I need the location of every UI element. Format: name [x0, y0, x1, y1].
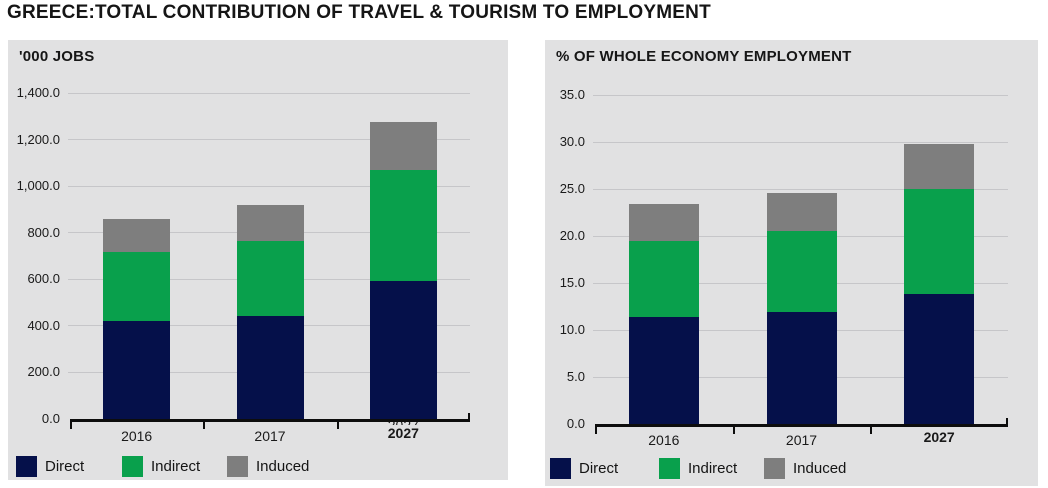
gridline — [68, 185, 470, 187]
x-axis-label-2017: 2017 — [254, 428, 286, 444]
x-axis-tick — [1006, 418, 1008, 424]
legend-label: Induced — [793, 460, 847, 477]
bar-2017-induced-segment — [766, 192, 837, 232]
y-axis-tick-label: 25.0 — [559, 181, 585, 196]
legend-swatch-induced — [764, 458, 785, 479]
bar-2016-induced-segment — [103, 218, 171, 253]
y-axis-tick-label: 600.0 — [27, 271, 60, 287]
page-title: GREECE:TOTAL CONTRIBUTION OF TRAVEL & TO… — [7, 2, 711, 23]
percent-chart-plot: 0.0 5.0 10.0 15.0 20.0 25.0 30.0 35.0 2016 2017 20… — [545, 40, 1038, 486]
legend-label: Induced — [256, 458, 310, 475]
bar-2017-direct-segment — [766, 312, 837, 424]
bar-2027-direct-segment — [369, 281, 437, 419]
bar-2016-indirect-segment — [103, 252, 171, 322]
legend-item-induced: Induced — [227, 456, 309, 478]
bar-2027-indirect-segment — [904, 189, 975, 295]
bar-2017-indirect-segment — [766, 231, 837, 313]
gridline — [593, 94, 1008, 96]
y-axis-tick-label: 1,200.0 — [16, 131, 60, 147]
y-axis-tick-label: 0.0 — [566, 416, 585, 431]
legend-item-indirect: Indirect — [122, 456, 200, 478]
y-axis-tick-label: 5.0 — [566, 369, 585, 384]
x-axis-tick — [870, 427, 873, 434]
x-axis-line — [70, 419, 470, 422]
bar-2027-direct-segment — [904, 294, 975, 424]
gridline — [593, 188, 1008, 190]
legend-swatch-indirect — [122, 456, 143, 477]
y-axis-tick-label: 10.0 — [559, 322, 585, 337]
legend-swatch-induced — [227, 456, 248, 477]
y-axis-tick-label: 15.0 — [559, 275, 585, 290]
jobs-chart-legend: Direct Indirect Induced — [8, 456, 508, 480]
bar-2016-indirect-segment — [628, 240, 699, 317]
jobs-chart-plot: 0.0 200.0 400.0 600.0 800.0 1,000.0 1,200.0 1,4… — [8, 40, 508, 480]
y-axis-tick-label: 35.0 — [559, 87, 585, 102]
gridline — [68, 92, 470, 94]
legend-label: Direct — [45, 458, 85, 475]
y-axis-tick-label: 1,000.0 — [16, 178, 60, 194]
gridline — [68, 139, 470, 141]
x-axis-tick — [203, 422, 206, 429]
legend-label: Indirect — [688, 460, 738, 477]
y-axis-tick-label: 400.0 — [27, 317, 60, 333]
gridline — [593, 141, 1008, 143]
bar-2017-indirect-segment — [236, 240, 304, 316]
y-axis-tick-label: 0.0 — [41, 411, 60, 426]
y-axis-tick-label: 200.0 — [27, 364, 60, 380]
y-axis-tick-label: 800.0 — [27, 224, 60, 240]
percent-chart-legend: Direct Indirect Induced — [545, 458, 1038, 482]
x-axis-label-2017: 2017 — [785, 432, 818, 448]
bar-2016-induced-segment — [628, 204, 699, 241]
x-axis-label-2027: 2027 — [387, 425, 419, 441]
percent-chart-panel: % OF WHOLE ECONOMY EMPLOYMENT 0.0 5.0 10.0… — [545, 40, 1038, 486]
x-axis-tick — [732, 427, 735, 434]
y-axis-tick-label: 20.0 — [559, 228, 585, 243]
x-axis-tick — [336, 422, 339, 429]
bar-2017-direct-segment — [236, 315, 304, 419]
x-axis-label-2016: 2016 — [648, 432, 680, 448]
x-axis-tick — [468, 413, 470, 419]
x-axis-tick — [595, 427, 597, 434]
y-axis-tick-label: 1,400.0 — [16, 85, 60, 100]
x-axis-label-2016: 2016 — [121, 428, 153, 444]
legend-label: Direct — [579, 460, 619, 477]
legend-label: Indirect — [151, 458, 201, 475]
bar-2027-induced-segment — [369, 122, 437, 170]
legend-swatch-indirect — [659, 458, 680, 479]
legend-item-direct: Direct — [16, 456, 84, 478]
bar-2027-induced-segment — [904, 143, 975, 189]
x-axis-label-2027: 2027 — [923, 429, 955, 445]
legend-item-indirect: Indirect — [659, 458, 737, 480]
bar-2027-indirect-segment — [369, 169, 437, 282]
legend-item-induced: Induced — [764, 458, 846, 480]
bar-2016-direct-segment — [103, 321, 171, 419]
bar-2016-direct-segment — [628, 316, 699, 424]
legend-item-direct: Direct — [550, 458, 618, 480]
x-axis-tick — [70, 422, 72, 429]
legend-swatch-direct — [16, 456, 37, 477]
x-axis-line — [595, 424, 1008, 427]
jobs-chart-panel: '000 JOBS 0.0 200.0 400.0 600.0 800.0 1,000.0… — [8, 40, 508, 480]
bar-2017-induced-segment — [236, 205, 304, 241]
percent-chart-title: % OF WHOLE ECONOMY EMPLOYMENT — [556, 48, 852, 65]
legend-swatch-direct — [550, 458, 571, 479]
jobs-chart-title: '000 JOBS — [19, 48, 95, 65]
y-axis-tick-label: 30.0 — [559, 134, 585, 149]
